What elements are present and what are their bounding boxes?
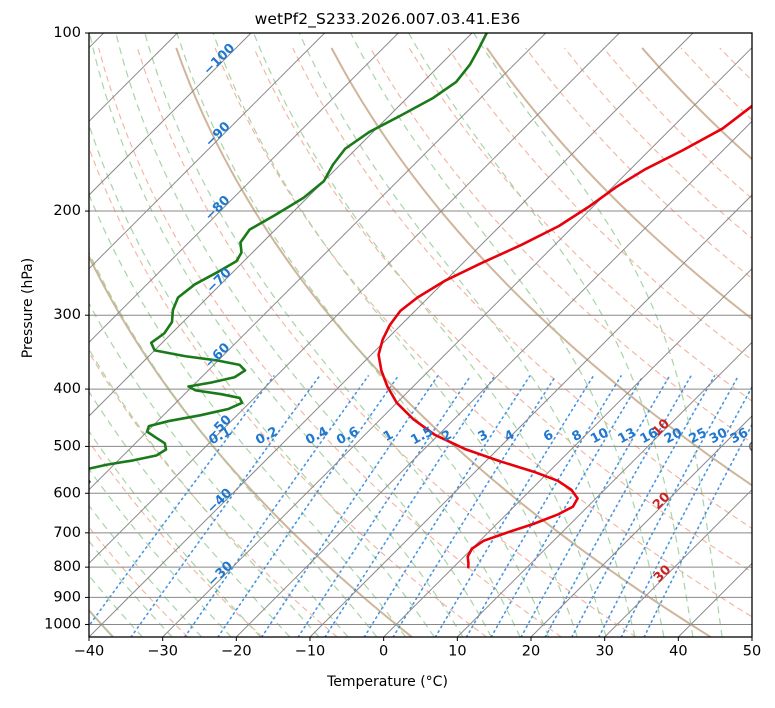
y-tick-label: 500	[53, 438, 81, 454]
y-tick-label: 600	[53, 485, 81, 501]
y-tick-label: 300	[53, 307, 81, 323]
x-tick-label: 40	[669, 644, 687, 660]
y-tick-label: 900	[53, 589, 81, 605]
isobar-lines	[89, 33, 752, 625]
x-axis-label: Temperature (°C)	[327, 674, 448, 690]
page-title: wetPf2_S233.2026.007.03.41.E36	[254, 10, 521, 28]
y-tick-label: 800	[53, 559, 81, 575]
x-tick-label: −40	[74, 644, 105, 660]
y-tick-label: 1000	[44, 616, 81, 632]
y-tick-label: 200	[53, 203, 81, 219]
y-tick-label: 400	[53, 381, 81, 397]
mixing-ratio-lines	[89, 375, 752, 637]
profile-temperature	[377, 104, 752, 569]
profile-curves	[89, 33, 752, 569]
isotherm-lines	[89, 33, 752, 637]
profile-markers	[748, 441, 756, 452]
x-tick-label: 30	[595, 644, 613, 660]
plot-border	[88, 32, 753, 638]
x-tick-label: 0	[379, 644, 388, 660]
x-tick-label: −20	[221, 644, 252, 660]
y-tick-label: 700	[53, 525, 81, 541]
x-tick-label: −10	[295, 644, 326, 660]
moist-adiabat-lines	[89, 33, 723, 637]
x-tick-label: 50	[743, 644, 761, 660]
profile-dewpoint	[89, 33, 489, 484]
x-tick-label: 20	[522, 644, 540, 660]
x-tick-label: −30	[147, 644, 178, 660]
lcl-marker	[748, 441, 752, 452]
lcl-marker-dot	[753, 445, 756, 448]
plot-background	[89, 33, 752, 637]
y-tick-label: 100	[53, 25, 81, 41]
x-tick-label: 10	[448, 644, 466, 660]
